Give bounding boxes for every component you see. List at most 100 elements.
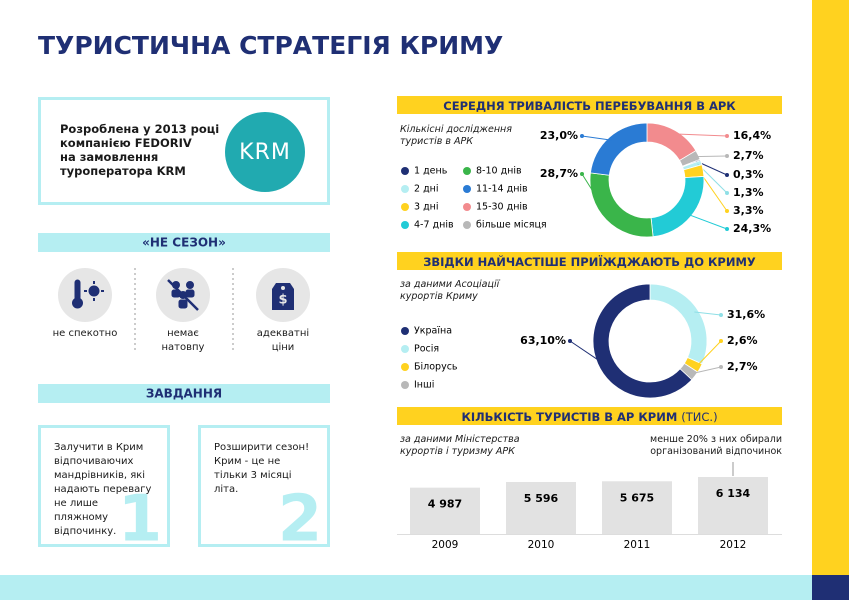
section-bar [38,384,330,403]
intro-line: Розроблена у 2013 році [60,122,220,136]
svg-text:$: $ [278,293,287,308]
legend-label: Інші [414,380,434,391]
chart-annotation: менше 20% з них обирали організований ві… [650,434,782,457]
x-tick-label: 2012 [720,539,747,551]
data-label: 4 987 [428,498,462,511]
leader-dot [719,313,723,317]
data-label: 1,3% [733,186,764,199]
icon-price: $ [272,283,294,310]
leader-dot [580,134,584,138]
x-tick-label: 2009 [432,539,459,551]
leader-line [581,135,613,141]
leader-dot [580,172,584,176]
legend-marker [401,203,409,211]
data-label: 16,4% [733,129,771,142]
section-bar [38,233,330,252]
section-title: «НЕ СЕЗОН» [142,236,226,250]
icon-heat [72,279,104,309]
leader-dot [725,134,729,138]
leader-line [694,155,728,158]
donut-segment [590,122,648,176]
data-label: 2,7% [733,149,764,162]
data-label: 3,3% [733,204,764,217]
data-label: 31,6% [727,308,765,321]
task-text: Розширити сезон! Крим - це не тільки 3 м… [214,442,310,495]
side-strip [812,0,849,600]
chart-title: СЕРЕДНЯ ТРИВАЛІСТЬ ПЕРЕБУВАННЯ В АРК [443,99,736,113]
leader-line [696,340,722,367]
icon-crowd [167,279,199,311]
donut-segment [650,175,705,238]
data-label: 5 675 [620,491,654,504]
season-item: не спекотно [52,328,118,339]
intro-line: на замовлення [60,150,159,164]
leader-dot [725,173,729,177]
chart-title-main: ЗВІДКИ НАЙЧАСТІШЕ ПРИЇЖДЖАЮТЬ ДО КРИМУ [423,254,756,269]
legend-marker [401,363,409,371]
legend-label: 3 дні [414,202,438,213]
legend-marker [463,203,471,211]
data-label: 2,6% [727,334,758,347]
leader-line [581,173,610,218]
donut-segment [592,283,693,399]
leader-dot [725,154,729,158]
legend-marker [463,185,471,193]
legend-label: Україна [414,326,452,337]
legend-label: 11-14 днів [476,184,528,195]
chart-subtitle: за даними Міністерства курортів і туризм… [400,434,520,457]
bar [410,487,480,534]
page-title: ТУРИСТИЧНА СТРАТЕГІЯ КРИМУ [38,31,503,60]
leader-dot [568,339,572,343]
chart-subtitle: за даними Асоціації курортів Криму [400,279,500,302]
chart-title: ЗВІДКИ НАЙЧАСТІШЕ ПРИЇЖДЖАЮТЬ ДО КРИМУ [423,254,756,269]
intro-box [38,97,330,205]
legend-marker [401,167,409,175]
data-label: 28,7% [540,167,578,180]
intro-text: Розроблена у 2013 році компанією FEDORIV… [60,122,219,178]
legend-label: 8-10 днів [476,166,522,177]
legend-marker [401,345,409,353]
intro-line: туроператора KRM [60,164,186,178]
task-number: 1 [118,483,163,557]
logo-text: KRM [239,140,291,165]
donut-segment [649,283,708,365]
data-label: 63,10% [520,334,566,347]
chart-title-main: СЕРЕДНЯ ТРИВАЛІСТЬ ПЕРЕБУВАННЯ В АРК [443,99,736,113]
intro-line: компанією FEDORIV [60,136,192,150]
data-label: 6 134 [716,487,751,500]
legend-marker [463,221,471,229]
chart-title-unit: (ТИС.) [681,410,717,424]
data-label: 5 596 [524,492,559,505]
legend-label: 4-7 днів [414,220,454,231]
legend-marker [401,185,409,193]
legend-marker [401,381,409,389]
data-label: 23,0% [540,129,578,142]
logo [225,112,305,192]
legend-marker [463,167,471,175]
leader-line [687,213,728,230]
legend-label: Білорусь [414,362,458,373]
leader-line [673,133,728,137]
corner [812,575,849,600]
icon-bg [58,268,112,322]
bar [698,477,768,534]
season-item: немає натовпу [161,328,205,353]
legend-label: 15-30 днів [476,202,528,213]
bottom-strip [0,575,812,600]
legend-label: Росія [414,344,439,355]
bar [506,481,576,534]
season-item: адекватні ціни [256,328,310,353]
legend-marker [401,327,409,335]
data-label: 2,7% [727,360,758,373]
data-label: 24,3% [733,222,771,235]
task-number: 2 [278,483,323,557]
task-text: Залучити в Крим відпочиваючих мандрівник… [54,442,152,537]
leader-line [694,311,722,316]
leader-dot [719,365,723,369]
task-box [198,425,330,547]
section-title: ЗАВДАННЯ [146,387,222,401]
x-tick-label: 2011 [624,539,651,551]
chart-header [397,96,782,114]
